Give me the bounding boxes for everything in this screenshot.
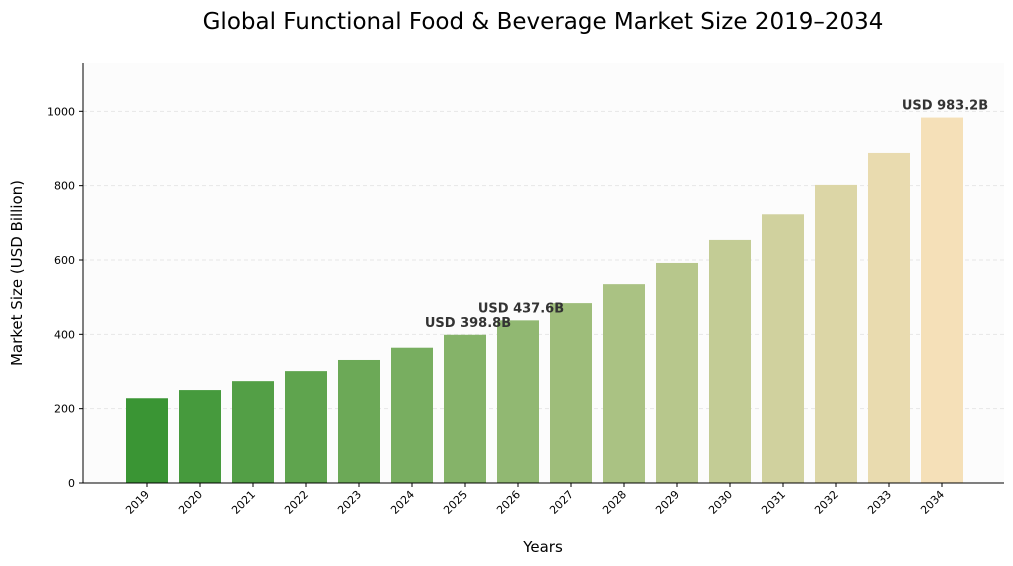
data-label-2034: USD 983.2B — [902, 99, 988, 114]
bar-2034 — [921, 117, 963, 483]
x-tick-label: 2024 — [388, 488, 417, 517]
bar-2032 — [815, 184, 857, 483]
data-label-2026: USD 437.6B — [478, 301, 564, 316]
plot-background — [83, 63, 1004, 483]
bar-2028 — [603, 284, 645, 483]
x-tick-label: 2021 — [229, 488, 258, 517]
x-tick-label: 2032 — [812, 488, 841, 517]
bar-2020 — [179, 390, 221, 483]
x-tick-label: 2026 — [494, 488, 523, 517]
x-tick-label: 2034 — [918, 488, 947, 517]
x-tick-label: 2022 — [282, 488, 311, 517]
y-tick-label: 600 — [54, 254, 75, 267]
bar-2022 — [285, 371, 327, 483]
bar-2026 — [497, 320, 539, 483]
x-tick-label: 2029 — [653, 488, 682, 517]
x-tick-label: 2020 — [176, 488, 205, 517]
data-label-2025: USD 398.8B — [425, 316, 511, 331]
y-tick-label: 200 — [54, 403, 75, 416]
y-ticks: 0 200 400 600 800 1000 — [47, 105, 83, 490]
x-tick-label: 2028 — [600, 488, 629, 517]
y-tick-label: 1000 — [47, 105, 75, 118]
y-tick-label: 800 — [54, 180, 75, 193]
bar-2021 — [232, 381, 274, 483]
bar-2029 — [656, 262, 698, 483]
x-tick-label: 2031 — [759, 488, 788, 517]
chart-title: Global Functional Food & Beverage Market… — [203, 9, 884, 35]
x-tick-label: 2025 — [441, 488, 470, 517]
x-ticks: 2019 2020 2021 2022 2023 2024 2025 2026 2027 2028… — [123, 483, 947, 517]
x-tick-label: 2023 — [335, 488, 364, 517]
bar-2027 — [550, 303, 592, 483]
bar-2030 — [709, 239, 751, 483]
bar-2019 — [126, 398, 168, 483]
bar-2031 — [762, 214, 804, 483]
y-tick-label: 400 — [54, 328, 75, 341]
x-tick-label: 2019 — [123, 488, 152, 517]
y-tick-label: 0 — [68, 477, 75, 490]
x-tick-label: 2033 — [865, 488, 894, 517]
bars — [126, 117, 963, 483]
bar-2025 — [444, 334, 486, 483]
y-axis-label: Market Size (USD Billion) — [8, 180, 26, 366]
x-axis-label: Years — [522, 538, 563, 556]
bar-2023 — [338, 359, 380, 483]
x-tick-label: 2027 — [547, 488, 576, 517]
x-tick-label: 2030 — [706, 488, 735, 517]
axes — [82, 63, 1004, 484]
bar-2024 — [391, 347, 433, 483]
bar-2033 — [868, 152, 910, 483]
